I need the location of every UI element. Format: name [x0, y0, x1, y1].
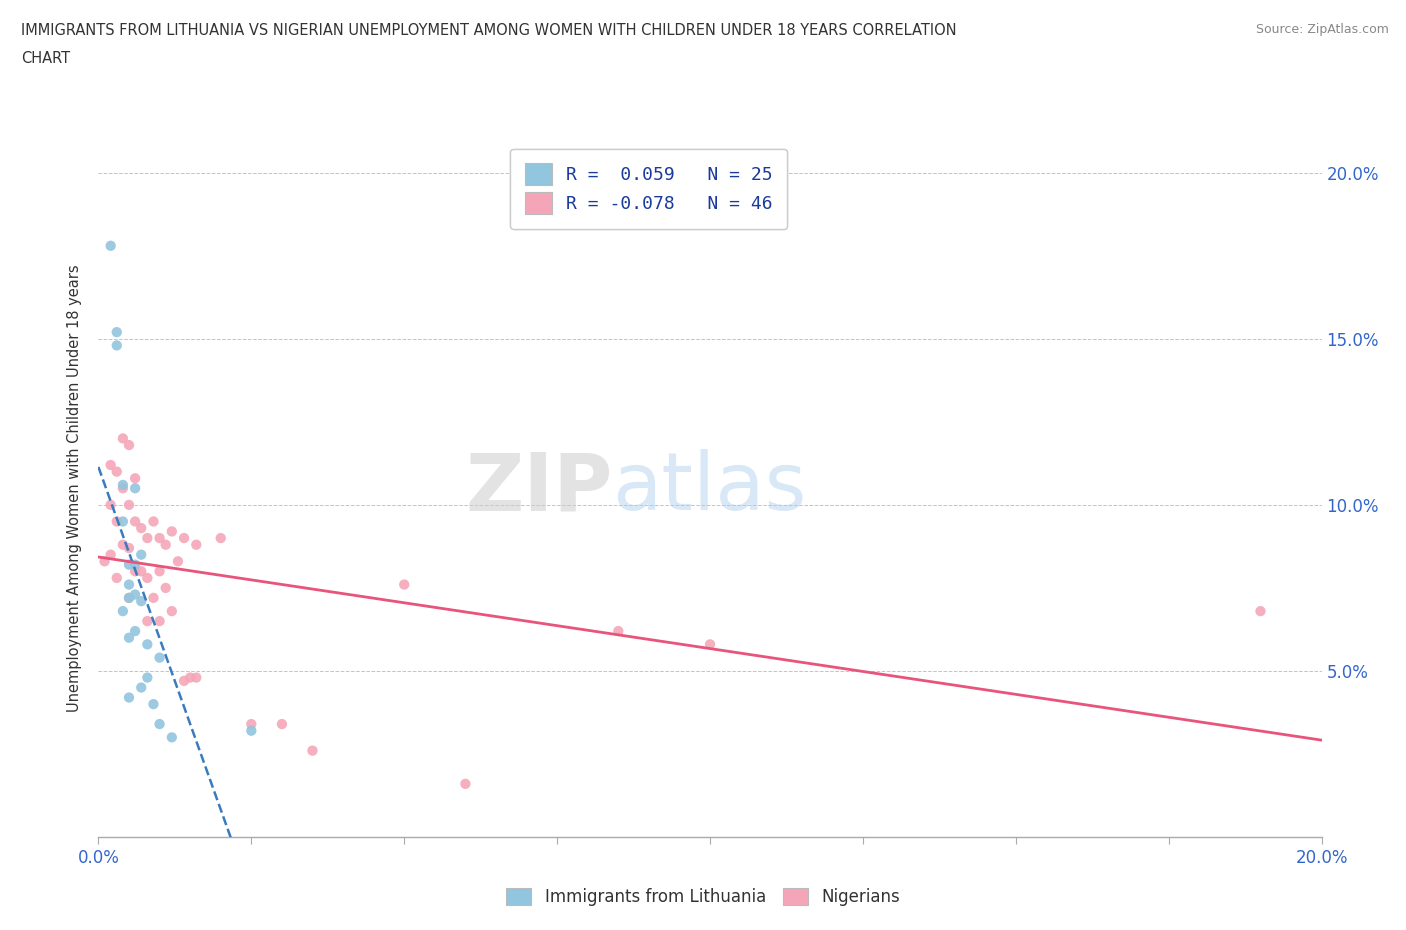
- Point: [179, 671, 201, 685]
- Point: [301, 743, 323, 758]
- Point: [118, 631, 141, 645]
- Point: [173, 673, 195, 688]
- Point: [149, 531, 172, 546]
- Point: [124, 514, 146, 529]
- Point: [155, 580, 177, 595]
- Point: [105, 514, 128, 529]
- Point: [129, 564, 152, 578]
- Point: [93, 554, 115, 569]
- Point: [100, 238, 122, 253]
- Point: [129, 593, 152, 608]
- Point: [454, 777, 477, 791]
- Point: [160, 730, 183, 745]
- Text: Source: ZipAtlas.com: Source: ZipAtlas.com: [1256, 23, 1389, 36]
- Point: [142, 697, 165, 711]
- Point: [209, 531, 232, 546]
- Point: [240, 717, 263, 732]
- Point: [607, 624, 630, 639]
- Point: [136, 637, 159, 652]
- Point: [124, 564, 146, 578]
- Point: [270, 717, 292, 732]
- Point: [1249, 604, 1271, 618]
- Point: [149, 650, 172, 665]
- Point: [186, 671, 208, 685]
- Point: [699, 637, 721, 652]
- Point: [160, 604, 183, 618]
- Point: [142, 591, 165, 605]
- Point: [167, 554, 190, 569]
- Point: [100, 547, 122, 562]
- Point: [240, 724, 263, 738]
- Y-axis label: Unemployment Among Women with Children Under 18 years: Unemployment Among Women with Children U…: [67, 264, 83, 712]
- Point: [100, 498, 122, 512]
- Point: [111, 477, 134, 492]
- Point: [118, 557, 141, 572]
- Point: [105, 338, 128, 352]
- Point: [111, 538, 134, 552]
- Point: [136, 570, 159, 585]
- Point: [124, 471, 146, 485]
- Text: IMMIGRANTS FROM LITHUANIA VS NIGERIAN UNEMPLOYMENT AMONG WOMEN WITH CHILDREN UND: IMMIGRANTS FROM LITHUANIA VS NIGERIAN UN…: [21, 23, 956, 38]
- Point: [136, 614, 159, 629]
- Point: [149, 564, 172, 578]
- Point: [129, 680, 152, 695]
- Point: [149, 717, 172, 732]
- Point: [160, 524, 183, 538]
- Point: [118, 438, 141, 453]
- Point: [118, 498, 141, 512]
- Point: [118, 591, 141, 605]
- Point: [105, 570, 128, 585]
- Point: [118, 540, 141, 555]
- Point: [186, 538, 208, 552]
- Point: [124, 481, 146, 496]
- Text: atlas: atlas: [612, 449, 807, 527]
- Point: [124, 557, 146, 572]
- Legend: Immigrants from Lithuania, Nigerians: Immigrants from Lithuania, Nigerians: [499, 881, 907, 912]
- Legend: R =  0.059   N = 25, R = -0.078   N = 46: R = 0.059 N = 25, R = -0.078 N = 46: [510, 149, 787, 229]
- Point: [111, 481, 134, 496]
- Point: [111, 431, 134, 445]
- Point: [129, 547, 152, 562]
- Point: [173, 531, 195, 546]
- Point: [142, 514, 165, 529]
- Point: [124, 587, 146, 602]
- Text: ZIP: ZIP: [465, 449, 612, 527]
- Text: CHART: CHART: [21, 51, 70, 66]
- Point: [105, 464, 128, 479]
- Point: [136, 531, 159, 546]
- Point: [111, 604, 134, 618]
- Point: [100, 458, 122, 472]
- Point: [118, 578, 141, 592]
- Point: [155, 538, 177, 552]
- Point: [129, 521, 152, 536]
- Point: [118, 591, 141, 605]
- Point: [124, 624, 146, 639]
- Point: [105, 325, 128, 339]
- Point: [392, 578, 416, 592]
- Point: [111, 514, 134, 529]
- Point: [136, 671, 159, 685]
- Point: [118, 690, 141, 705]
- Point: [149, 614, 172, 629]
